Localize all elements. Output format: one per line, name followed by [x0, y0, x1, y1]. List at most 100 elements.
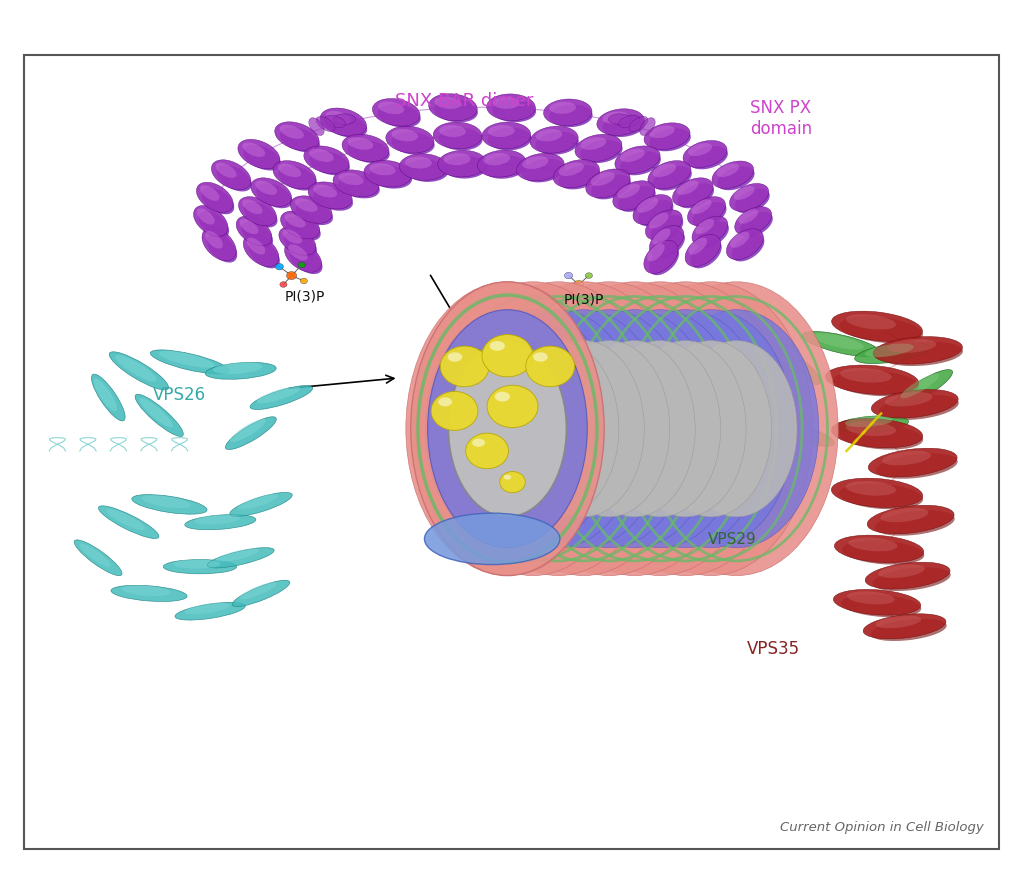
Text: VPS26: VPS26: [153, 386, 206, 404]
Ellipse shape: [212, 363, 262, 374]
Ellipse shape: [649, 126, 675, 138]
Ellipse shape: [386, 126, 434, 153]
Ellipse shape: [832, 311, 923, 341]
Ellipse shape: [893, 370, 953, 408]
Ellipse shape: [730, 183, 769, 212]
Ellipse shape: [363, 161, 411, 187]
Ellipse shape: [207, 233, 237, 263]
Ellipse shape: [609, 114, 631, 124]
Ellipse shape: [448, 340, 567, 517]
Ellipse shape: [309, 152, 350, 175]
Ellipse shape: [273, 161, 317, 189]
Ellipse shape: [524, 340, 644, 517]
Ellipse shape: [652, 229, 671, 245]
Ellipse shape: [215, 548, 259, 562]
Ellipse shape: [731, 234, 765, 262]
Ellipse shape: [487, 128, 531, 150]
Ellipse shape: [597, 109, 644, 136]
Ellipse shape: [833, 589, 921, 615]
Ellipse shape: [761, 339, 821, 385]
Ellipse shape: [591, 171, 615, 186]
Ellipse shape: [712, 161, 753, 188]
Ellipse shape: [676, 340, 797, 517]
Ellipse shape: [845, 416, 892, 427]
Ellipse shape: [619, 115, 640, 128]
Ellipse shape: [535, 132, 579, 154]
Ellipse shape: [735, 206, 772, 235]
Ellipse shape: [677, 180, 698, 195]
Ellipse shape: [174, 559, 221, 569]
Ellipse shape: [247, 238, 265, 255]
Ellipse shape: [333, 114, 355, 124]
Ellipse shape: [527, 310, 691, 547]
Ellipse shape: [198, 211, 229, 238]
Ellipse shape: [882, 451, 931, 465]
Ellipse shape: [574, 280, 584, 288]
Ellipse shape: [392, 129, 418, 141]
Ellipse shape: [733, 186, 755, 200]
Ellipse shape: [205, 363, 277, 380]
Ellipse shape: [565, 272, 573, 279]
Ellipse shape: [841, 595, 921, 617]
Ellipse shape: [472, 438, 485, 446]
Ellipse shape: [308, 118, 325, 136]
Ellipse shape: [251, 178, 292, 206]
Ellipse shape: [324, 115, 345, 128]
Ellipse shape: [615, 146, 661, 173]
Ellipse shape: [326, 113, 368, 138]
Ellipse shape: [580, 140, 623, 163]
Ellipse shape: [295, 198, 318, 212]
Ellipse shape: [690, 240, 722, 268]
Ellipse shape: [185, 514, 256, 530]
Ellipse shape: [644, 240, 678, 273]
Ellipse shape: [637, 197, 659, 213]
Ellipse shape: [735, 188, 770, 213]
Ellipse shape: [250, 386, 312, 410]
Ellipse shape: [492, 99, 536, 122]
Ellipse shape: [410, 282, 604, 576]
Ellipse shape: [288, 245, 307, 261]
Ellipse shape: [487, 94, 535, 121]
Ellipse shape: [835, 416, 909, 433]
Ellipse shape: [284, 232, 317, 257]
Ellipse shape: [776, 422, 820, 439]
Ellipse shape: [487, 385, 538, 428]
Ellipse shape: [242, 199, 262, 214]
Ellipse shape: [255, 180, 277, 195]
Ellipse shape: [717, 166, 755, 190]
Ellipse shape: [80, 544, 110, 567]
Ellipse shape: [276, 263, 284, 270]
Ellipse shape: [847, 591, 895, 605]
Ellipse shape: [205, 231, 223, 248]
Ellipse shape: [238, 139, 280, 169]
Ellipse shape: [280, 125, 304, 138]
Ellipse shape: [309, 149, 334, 162]
Ellipse shape: [256, 183, 292, 208]
Ellipse shape: [645, 210, 682, 240]
Ellipse shape: [647, 244, 665, 262]
Ellipse shape: [121, 586, 171, 596]
Ellipse shape: [483, 153, 510, 165]
Ellipse shape: [740, 212, 773, 237]
Ellipse shape: [839, 316, 923, 343]
Text: PI(3)P: PI(3)P: [285, 290, 325, 304]
Ellipse shape: [585, 272, 592, 279]
Ellipse shape: [536, 129, 563, 141]
Ellipse shape: [625, 340, 746, 517]
Ellipse shape: [629, 116, 648, 131]
Ellipse shape: [456, 282, 660, 576]
Ellipse shape: [501, 310, 666, 547]
Ellipse shape: [342, 134, 389, 162]
Ellipse shape: [278, 163, 301, 177]
Ellipse shape: [575, 134, 622, 162]
Ellipse shape: [256, 387, 300, 404]
Ellipse shape: [405, 159, 448, 182]
Ellipse shape: [447, 340, 568, 517]
Ellipse shape: [868, 448, 957, 477]
Ellipse shape: [743, 380, 770, 411]
Ellipse shape: [317, 116, 335, 131]
Ellipse shape: [553, 160, 599, 188]
Ellipse shape: [300, 278, 307, 284]
FancyBboxPatch shape: [23, 54, 1000, 849]
Ellipse shape: [871, 619, 946, 641]
